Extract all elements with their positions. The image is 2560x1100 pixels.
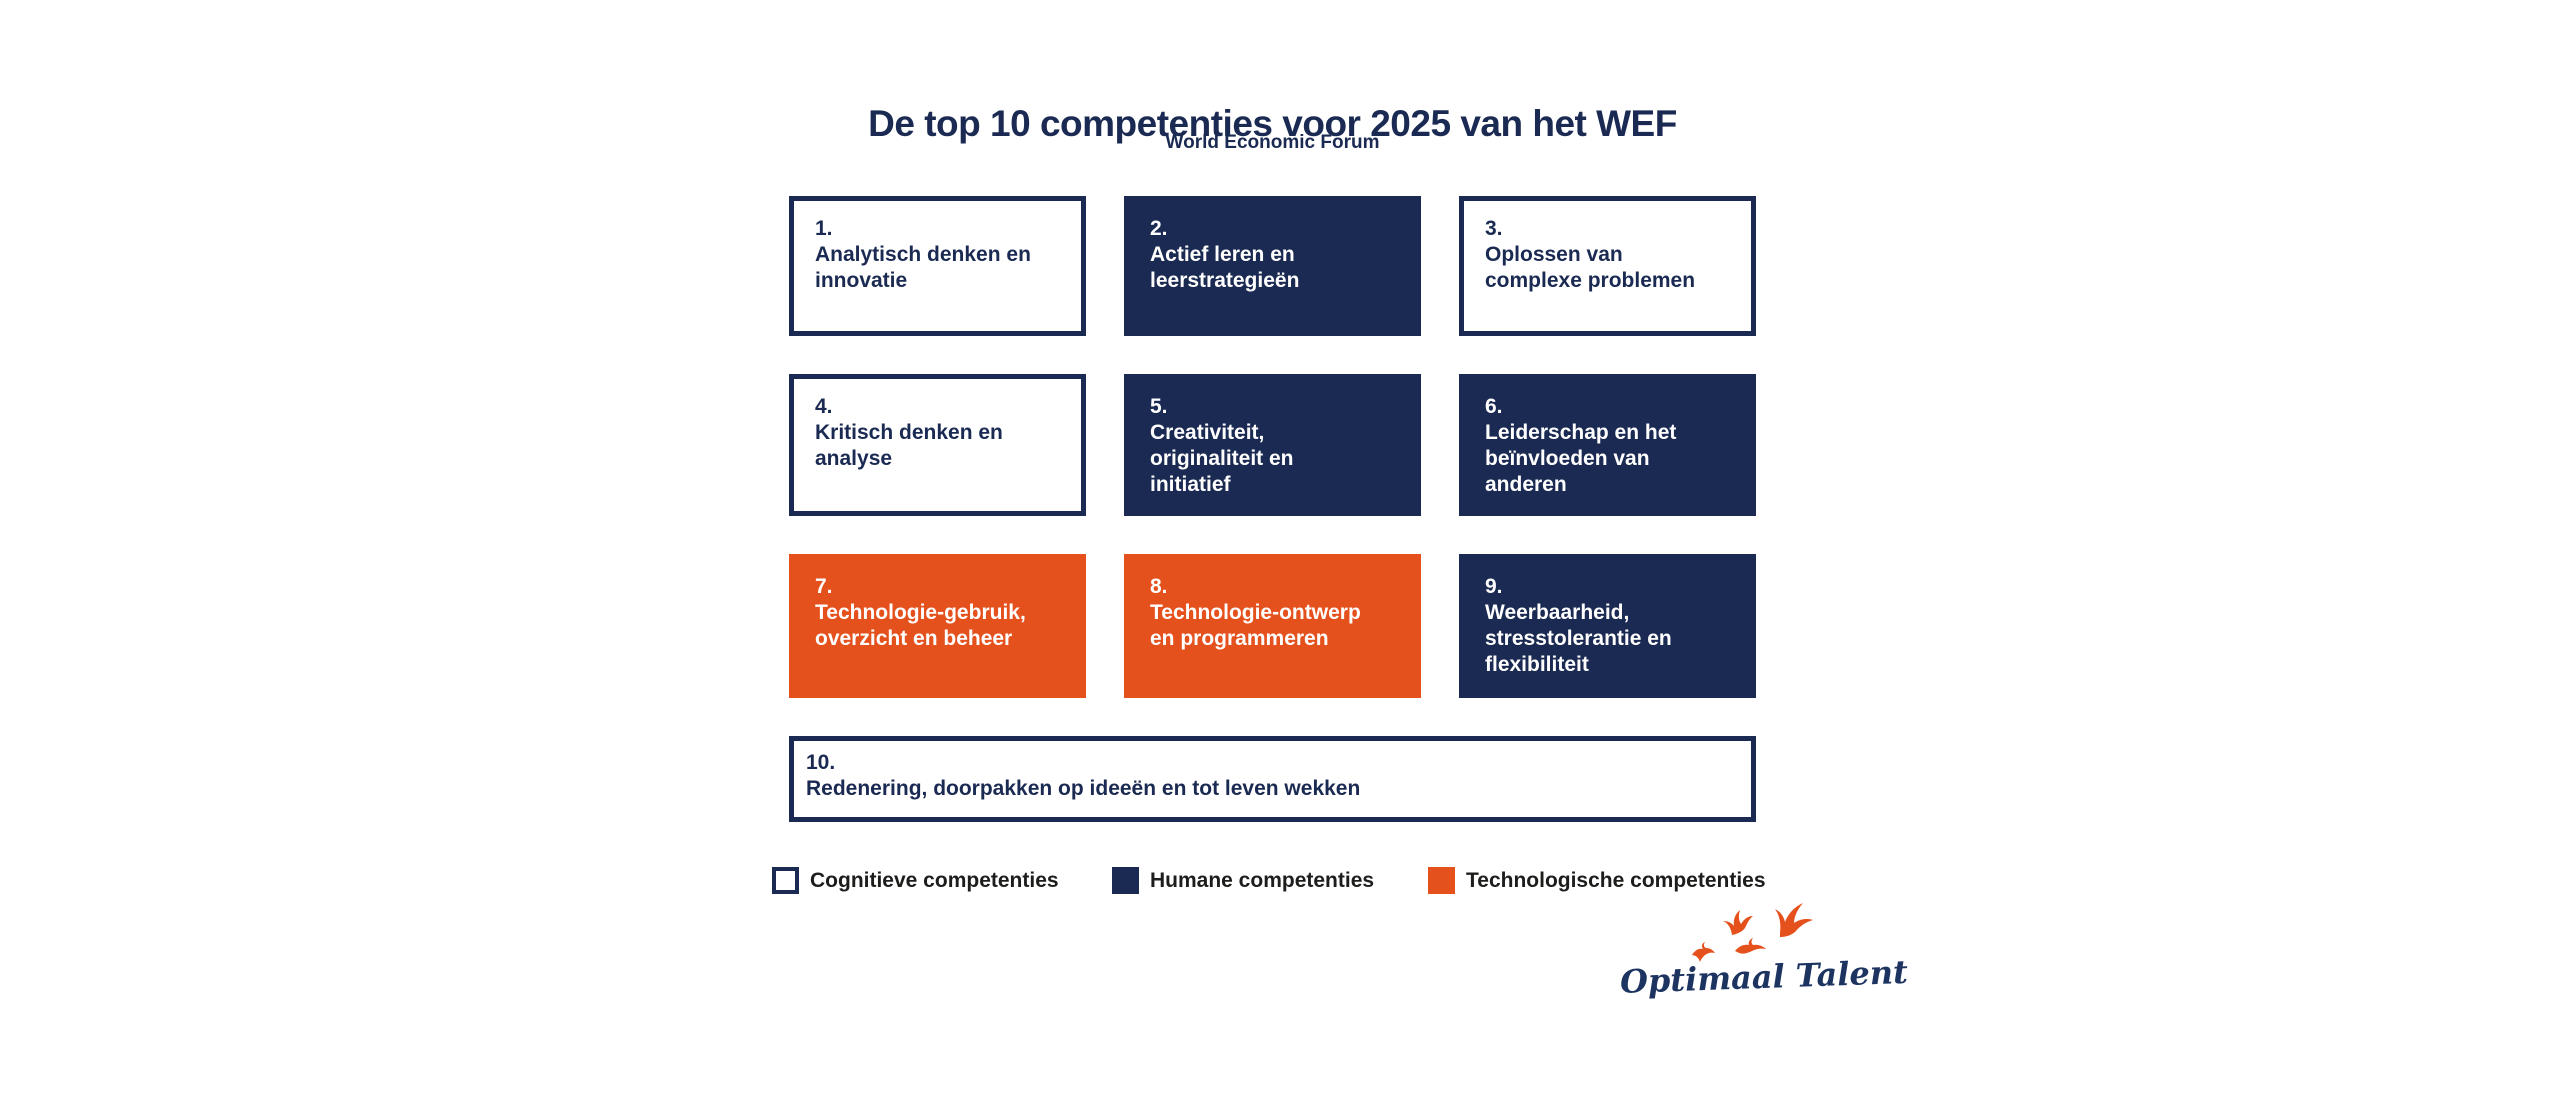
competency-box-4: 4. Kritisch denken en analyse [789, 374, 1086, 516]
page-subtitle: World Economic Forum [1165, 132, 1380, 153]
competency-number: 8. [1150, 575, 1168, 598]
cognitive-swatch-icon [772, 867, 799, 894]
legend-item-technological: Technologische competenties [1428, 866, 1766, 895]
competency-number: 3. [1485, 217, 1503, 240]
competency-number: 4. [815, 395, 833, 418]
competency-label: Redenering, doorpakken op ideeën en tot … [806, 777, 1361, 800]
legend-item-cognitive: Cognitieve competenties [772, 866, 1059, 895]
bird-icon [1775, 903, 1813, 937]
competency-box-1: 1. Analytisch denken en innovatie [789, 196, 1086, 336]
competency-label: Actief leren en leerstrategieën [1150, 243, 1300, 292]
competency-box-10: 10. Redenering, doorpakken op ideeën en … [789, 736, 1756, 822]
competency-box-9: 9. Weerbaarheid, stresstolerantie en fle… [1459, 554, 1756, 698]
competency-number: 10. [806, 751, 836, 774]
legend-item-human: Humane competenties [1112, 866, 1374, 895]
competency-box-6: 6. Leiderschap en het beïnvloeden van an… [1459, 374, 1756, 516]
human-swatch-icon [1112, 867, 1139, 894]
competency-label: Leiderschap en het beïnvloeden van ander… [1485, 421, 1677, 496]
competency-label: Weerbaarheid, stresstolerantie en flexib… [1485, 601, 1672, 676]
bird-icon [1723, 910, 1753, 935]
competency-label: Analytisch denken en innovatie [815, 243, 1031, 292]
logo-wordmark: Optimaal Talent [1619, 952, 1909, 1001]
competency-grid: 1. Analytisch denken en innovatie 2. Act… [789, 196, 1756, 822]
competency-number: 5. [1150, 395, 1168, 418]
competency-label: Creativiteit, originaliteit en initiatie… [1150, 421, 1294, 496]
competency-box-3: 3. Oplossen van complexe problemen [1459, 196, 1756, 336]
competency-box-2: 2. Actief leren en leerstrategieën [1124, 196, 1421, 336]
legend-label: Humane competenties [1150, 868, 1375, 892]
competency-number: 2. [1150, 217, 1168, 240]
birds-icon [1692, 903, 1813, 962]
competency-label: Technologie-ontwerp en programmeren [1150, 601, 1361, 650]
technological-swatch-icon [1428, 867, 1455, 894]
competency-box-7: 7. Technologie-gebruik, overzicht en beh… [789, 554, 1086, 698]
competency-box-8: 8. Technologie-ontwerp en programmeren [1124, 554, 1421, 698]
competency-number: 6. [1485, 395, 1503, 418]
page-title: De top 10 competenties voor 2025 van het… [868, 102, 1677, 144]
bird-icon [1735, 938, 1766, 954]
competency-number: 1. [815, 217, 833, 240]
competency-label: Technologie-gebruik, overzicht en beheer [815, 601, 1026, 650]
competency-label: Oplossen van complexe problemen [1485, 243, 1696, 292]
competency-number: 9. [1485, 575, 1503, 598]
competency-label: Kritisch denken en analyse [815, 421, 1003, 470]
bird-icon [1692, 942, 1715, 962]
optimaal-talent-logo: Optimaal Talent [1619, 895, 1909, 1020]
legend-label: Technologische competenties [1466, 868, 1766, 892]
competency-box-5: 5. Creativiteit, originaliteit en initia… [1124, 374, 1421, 516]
legend-label: Cognitieve competenties [810, 868, 1059, 892]
competency-number: 7. [815, 575, 833, 598]
